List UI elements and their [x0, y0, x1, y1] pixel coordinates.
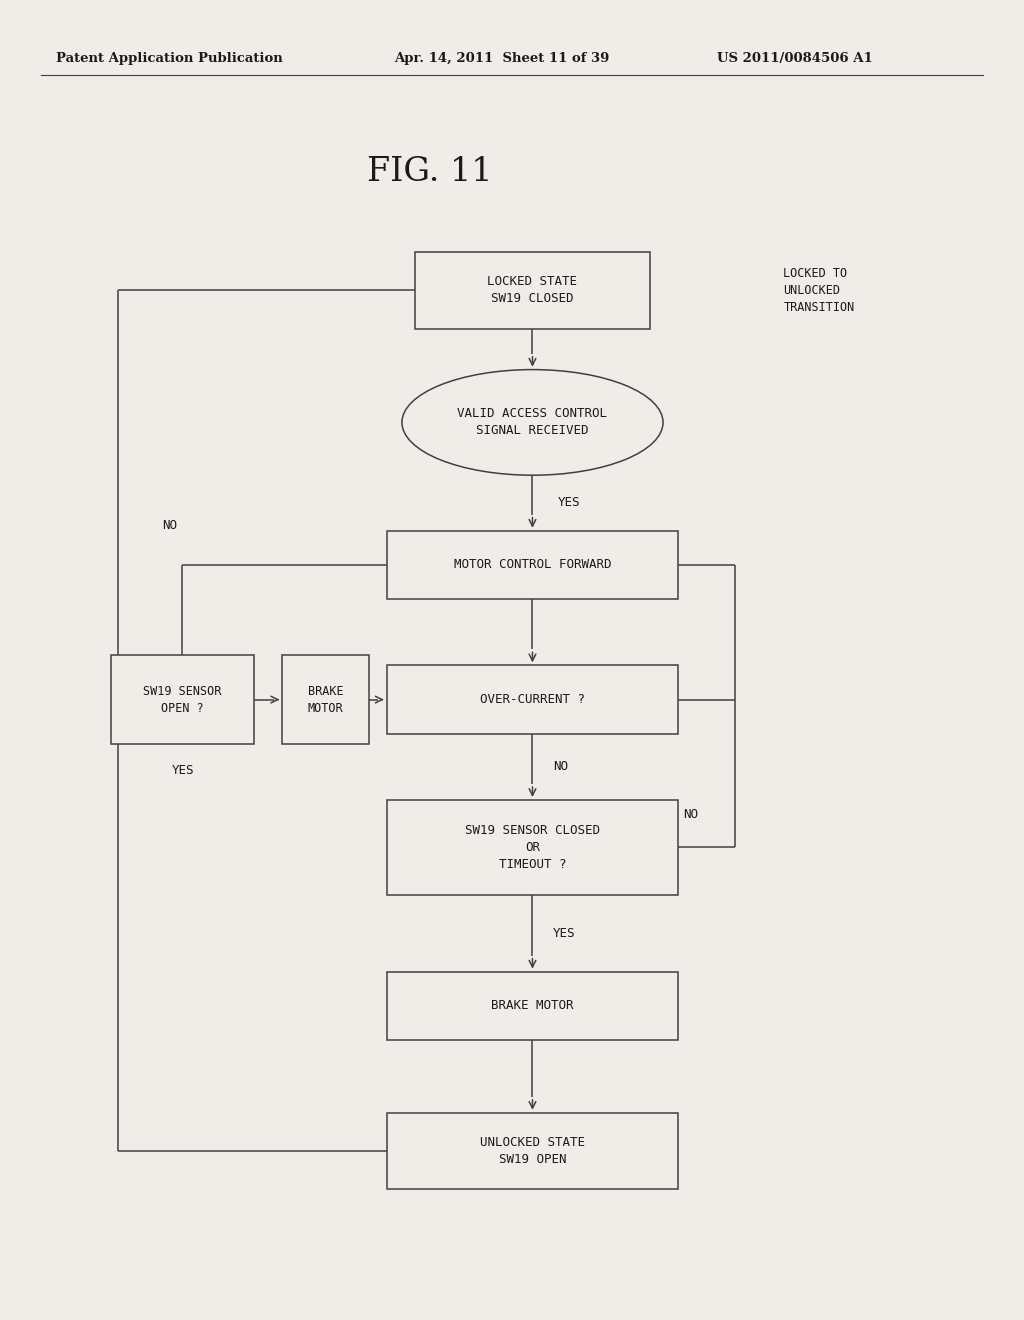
Text: OVER-CURRENT ?: OVER-CURRENT ? — [480, 693, 585, 706]
Text: YES: YES — [558, 496, 581, 510]
FancyBboxPatch shape — [387, 1113, 679, 1189]
FancyBboxPatch shape — [415, 252, 650, 329]
FancyBboxPatch shape — [387, 972, 679, 1040]
Text: MOTOR CONTROL FORWARD: MOTOR CONTROL FORWARD — [454, 558, 611, 572]
Text: LOCKED STATE
SW19 CLOSED: LOCKED STATE SW19 CLOSED — [487, 276, 578, 305]
Text: UNLOCKED STATE
SW19 OPEN: UNLOCKED STATE SW19 OPEN — [480, 1137, 585, 1166]
Text: NO: NO — [684, 808, 698, 821]
Text: LOCKED TO
UNLOCKED
TRANSITION: LOCKED TO UNLOCKED TRANSITION — [783, 267, 855, 314]
Ellipse shape — [401, 370, 664, 475]
Text: YES: YES — [553, 927, 575, 940]
Text: SW19 SENSOR CLOSED
OR
TIMEOUT ?: SW19 SENSOR CLOSED OR TIMEOUT ? — [465, 824, 600, 871]
Text: SW19 SENSOR
OPEN ?: SW19 SENSOR OPEN ? — [143, 685, 221, 714]
FancyBboxPatch shape — [387, 531, 679, 599]
Text: VALID ACCESS CONTROL
SIGNAL RECEIVED: VALID ACCESS CONTROL SIGNAL RECEIVED — [458, 408, 607, 437]
Text: NO: NO — [162, 519, 177, 532]
Text: BRAKE MOTOR: BRAKE MOTOR — [492, 999, 573, 1012]
FancyBboxPatch shape — [387, 800, 679, 895]
FancyBboxPatch shape — [111, 655, 254, 744]
FancyBboxPatch shape — [283, 655, 370, 744]
Text: Patent Application Publication: Patent Application Publication — [56, 51, 283, 65]
Text: BRAKE
MOTOR: BRAKE MOTOR — [308, 685, 343, 714]
Text: YES: YES — [172, 764, 195, 777]
FancyBboxPatch shape — [387, 665, 679, 734]
Text: Apr. 14, 2011  Sheet 11 of 39: Apr. 14, 2011 Sheet 11 of 39 — [394, 51, 609, 65]
Text: FIG. 11: FIG. 11 — [368, 156, 493, 187]
Text: NO: NO — [553, 760, 568, 774]
Text: US 2011/0084506 A1: US 2011/0084506 A1 — [717, 51, 872, 65]
